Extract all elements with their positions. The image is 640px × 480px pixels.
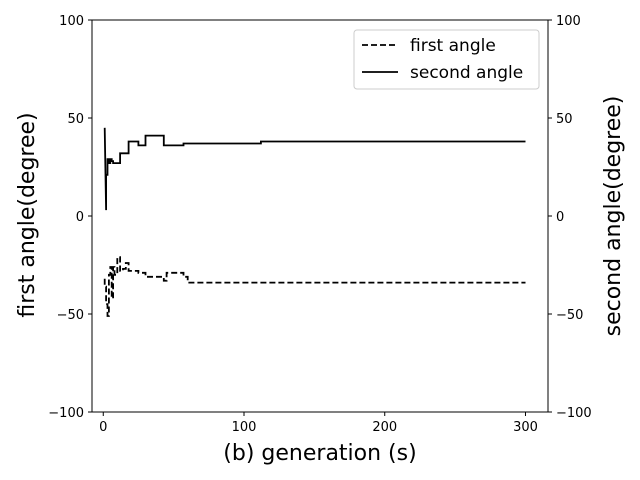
x-tick-label: 100 [232, 420, 257, 435]
plot-area [103, 127, 526, 317]
y-axis-label-right: second angle(degree) [601, 96, 626, 337]
tick-labels: −100 −100 −50 −50 0 0 50 50 100 100 0 100 200 300 [48, 14, 591, 435]
x-tick-label: 300 [513, 420, 538, 435]
legend-label-first-angle: first angle [410, 36, 496, 56]
series-line-second-angle [103, 127, 526, 211]
axes [88, 19, 552, 416]
y-tick-label-left: −50 [57, 308, 84, 323]
y-tick-label-left: −100 [48, 406, 84, 421]
y-tick-label-right: 50 [556, 112, 573, 127]
legend-label-second-angle: second angle [410, 63, 523, 83]
y-tick-label-right: 100 [556, 14, 581, 29]
legend-box [353, 29, 540, 90]
legend: first angle second angle [353, 29, 540, 90]
y-tick-label-left: 100 [59, 14, 84, 29]
x-tick-label: 0 [99, 420, 107, 435]
y-tick-label-left: 0 [76, 210, 84, 225]
x-tick-label: 200 [372, 420, 397, 435]
y-tick-label-right: −100 [556, 406, 592, 421]
y-tick-label-left: 50 [67, 112, 84, 127]
series-line-first-angle [103, 256, 526, 317]
x-axis-label: (b) generation (s) [223, 441, 416, 466]
y-tick-label-right: −50 [556, 308, 583, 323]
y-axis-label-left: first angle(degree) [15, 112, 40, 317]
y-tick-label-right: 0 [556, 210, 564, 225]
